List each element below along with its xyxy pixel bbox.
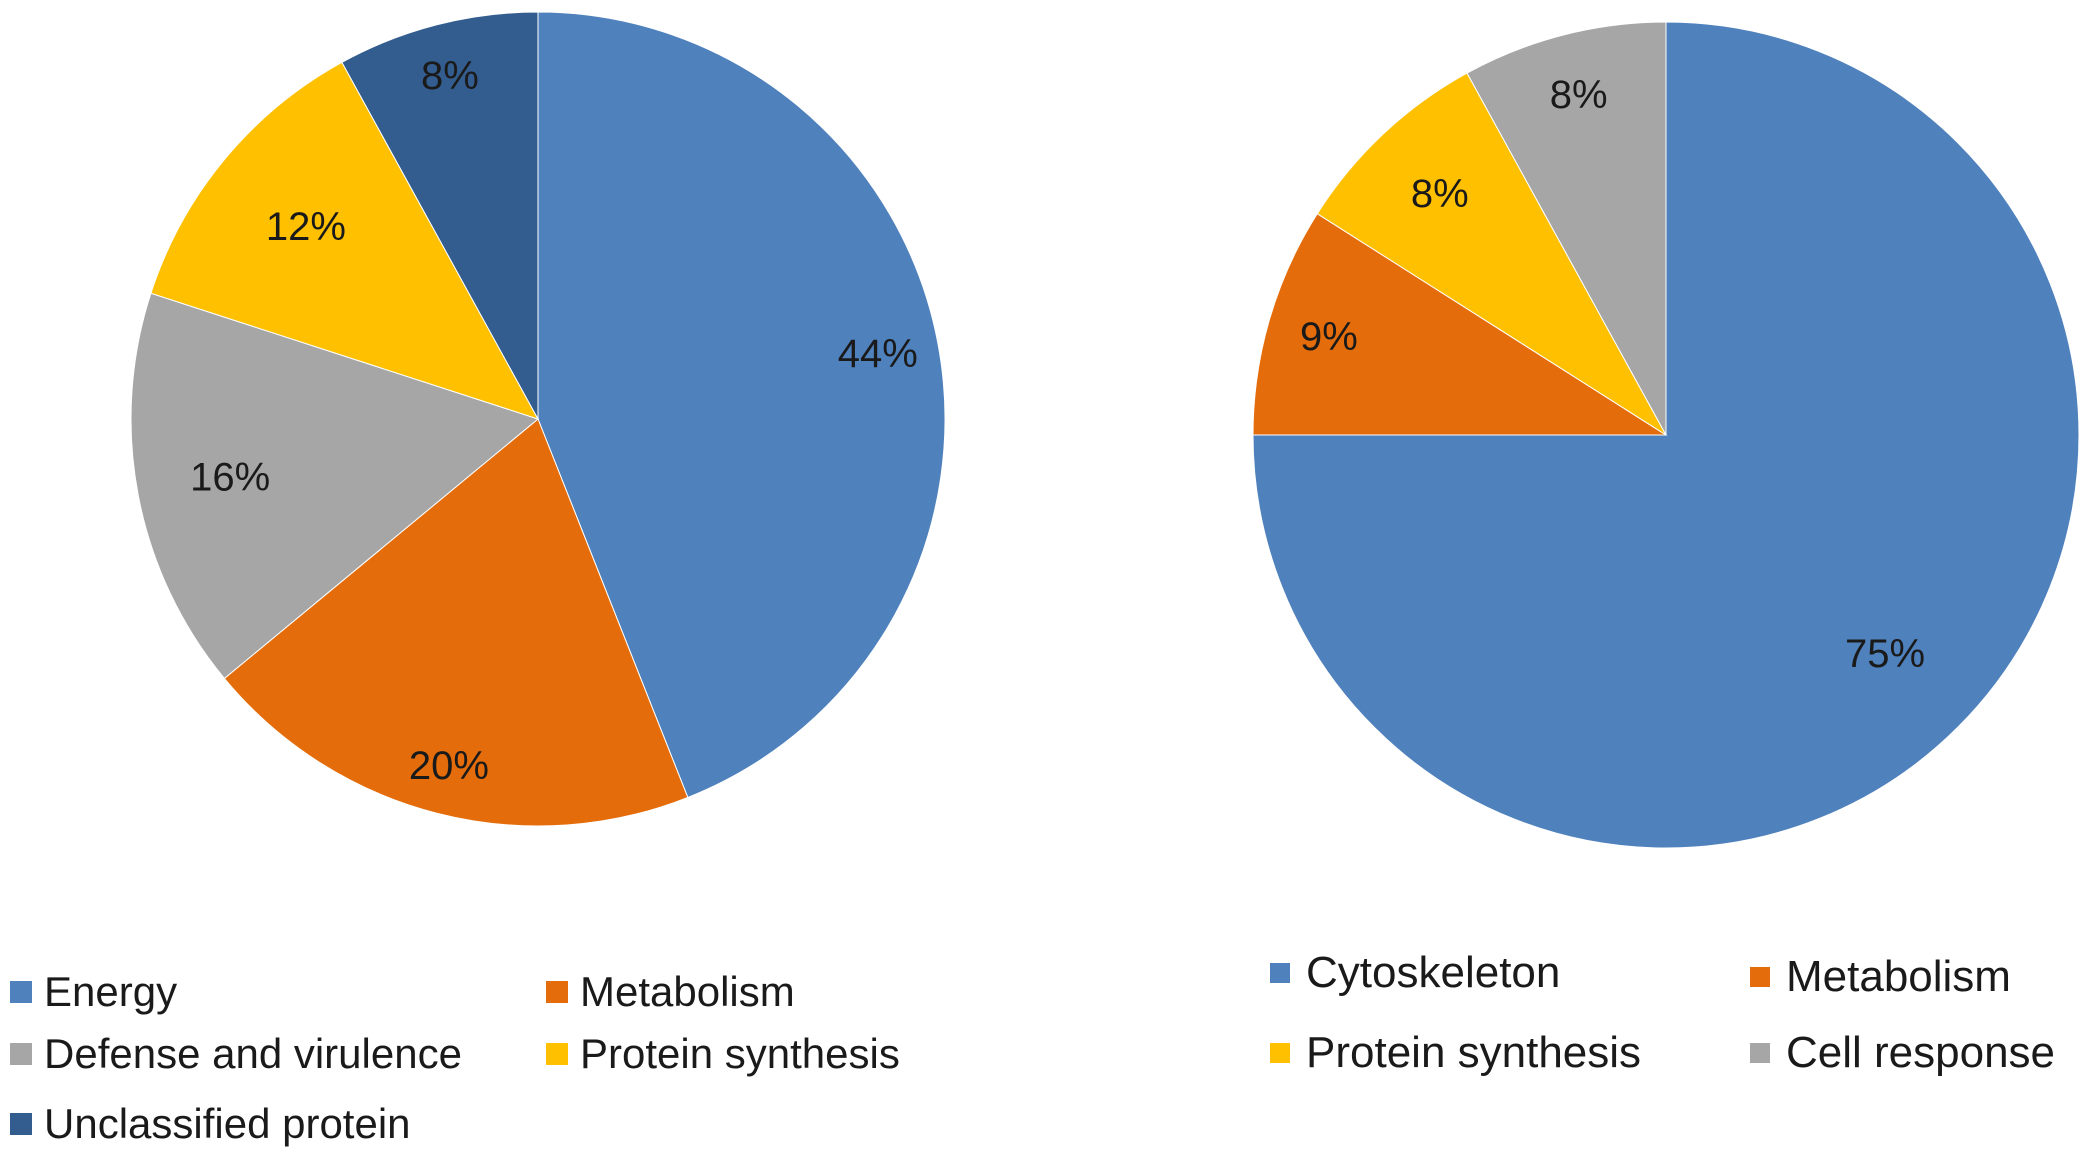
pie-slice-protein-synthesis bbox=[1316, 72, 1667, 436]
pie-slice-metabolism bbox=[1252, 213, 1668, 436]
pie-slice-cytoskeleton bbox=[1252, 21, 2080, 849]
legend-swatch bbox=[10, 981, 32, 1003]
legend-swatch bbox=[546, 1043, 568, 1065]
pie-slice-energy bbox=[537, 11, 946, 799]
legend-item-protein-synthesis: Protein synthesis bbox=[546, 1030, 900, 1078]
legend-item-protein-synthesis: Protein synthesis bbox=[1270, 1028, 1641, 1078]
legend-item-metabolism: Metabolism bbox=[1750, 952, 2011, 1002]
legend-label: Defense and virulence bbox=[44, 1030, 462, 1077]
legend-label: Energy bbox=[44, 968, 178, 1015]
data-label-metabolism: 9% bbox=[1300, 315, 1358, 359]
legend-label: Cell response bbox=[1786, 1028, 2056, 1077]
legend-label: Protein synthesis bbox=[580, 1030, 900, 1077]
legend-swatch bbox=[1270, 963, 1290, 983]
legend-swatch bbox=[546, 981, 568, 1003]
data-label-protein-synthesis: 12% bbox=[266, 205, 346, 249]
legend-item-unclassified-protein: Unclassified protein bbox=[10, 1100, 411, 1148]
pie-slice-cell-response bbox=[1466, 21, 1667, 436]
data-label-defense-and-virulence: 16% bbox=[190, 456, 270, 500]
pie-slice-defense-and-virulence bbox=[130, 292, 540, 680]
data-label-unclassified-protein: 8% bbox=[421, 54, 479, 98]
legend-label: Metabolism bbox=[580, 968, 795, 1015]
legend-label: Protein synthesis bbox=[1306, 1028, 1642, 1077]
data-label-protein-synthesis: 8% bbox=[1411, 172, 1469, 216]
legend-label: Unclassified protein bbox=[44, 1100, 411, 1147]
legend-item-defense-and-virulence: Defense and virulence bbox=[10, 1030, 462, 1078]
data-label-energy: 44% bbox=[838, 332, 918, 376]
data-label-cytoskeleton: 75% bbox=[1845, 632, 1925, 676]
legend-item-metabolism: Metabolism bbox=[546, 968, 795, 1016]
legend-item-energy: Energy bbox=[10, 968, 177, 1016]
legend-item-cytoskeleton: Cytoskeleton bbox=[1270, 948, 1560, 998]
data-label-cell-response: 8% bbox=[1550, 73, 1608, 117]
legend-swatch bbox=[1270, 1043, 1290, 1063]
legend-swatch bbox=[10, 1113, 32, 1135]
legend-item-cell-response: Cell response bbox=[1750, 1028, 2055, 1078]
pie-chart-right: 75% 9% 8% 8% bbox=[1252, 21, 2080, 849]
legend-swatch bbox=[1750, 1043, 1770, 1063]
legend-swatch bbox=[10, 1043, 32, 1065]
pie-slice-protein-synthesis bbox=[150, 61, 540, 420]
data-label-metabolism: 20% bbox=[409, 744, 489, 788]
legend-swatch bbox=[1750, 967, 1770, 987]
pie-chart-left: 44% 20% 16% 12% 8% bbox=[130, 11, 946, 827]
legend-label: Metabolism bbox=[1786, 952, 2011, 1001]
pie-slice-unclassified-protein bbox=[341, 11, 539, 420]
pie-slice-metabolism bbox=[223, 418, 689, 827]
legend-label: Cytoskeleton bbox=[1306, 948, 1561, 997]
